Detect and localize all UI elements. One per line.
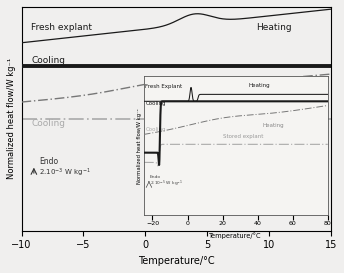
- Text: Stored explant: Stored explant: [148, 135, 214, 144]
- Text: Endo: Endo: [39, 157, 58, 166]
- Text: $2.10^{-3}$ W kg$^{-1}$: $2.10^{-3}$ W kg$^{-1}$: [39, 167, 90, 179]
- Text: Heating: Heating: [256, 23, 291, 32]
- Text: Fresh explant: Fresh explant: [31, 23, 93, 32]
- Text: Cooling: Cooling: [31, 56, 65, 65]
- X-axis label: Temperature/°C: Temperature/°C: [138, 256, 215, 266]
- Text: Cooling: Cooling: [31, 118, 65, 127]
- Y-axis label: Normalized heat flow/W kg⁻¹: Normalized heat flow/W kg⁻¹: [7, 58, 16, 179]
- Text: Heating: Heating: [252, 88, 288, 97]
